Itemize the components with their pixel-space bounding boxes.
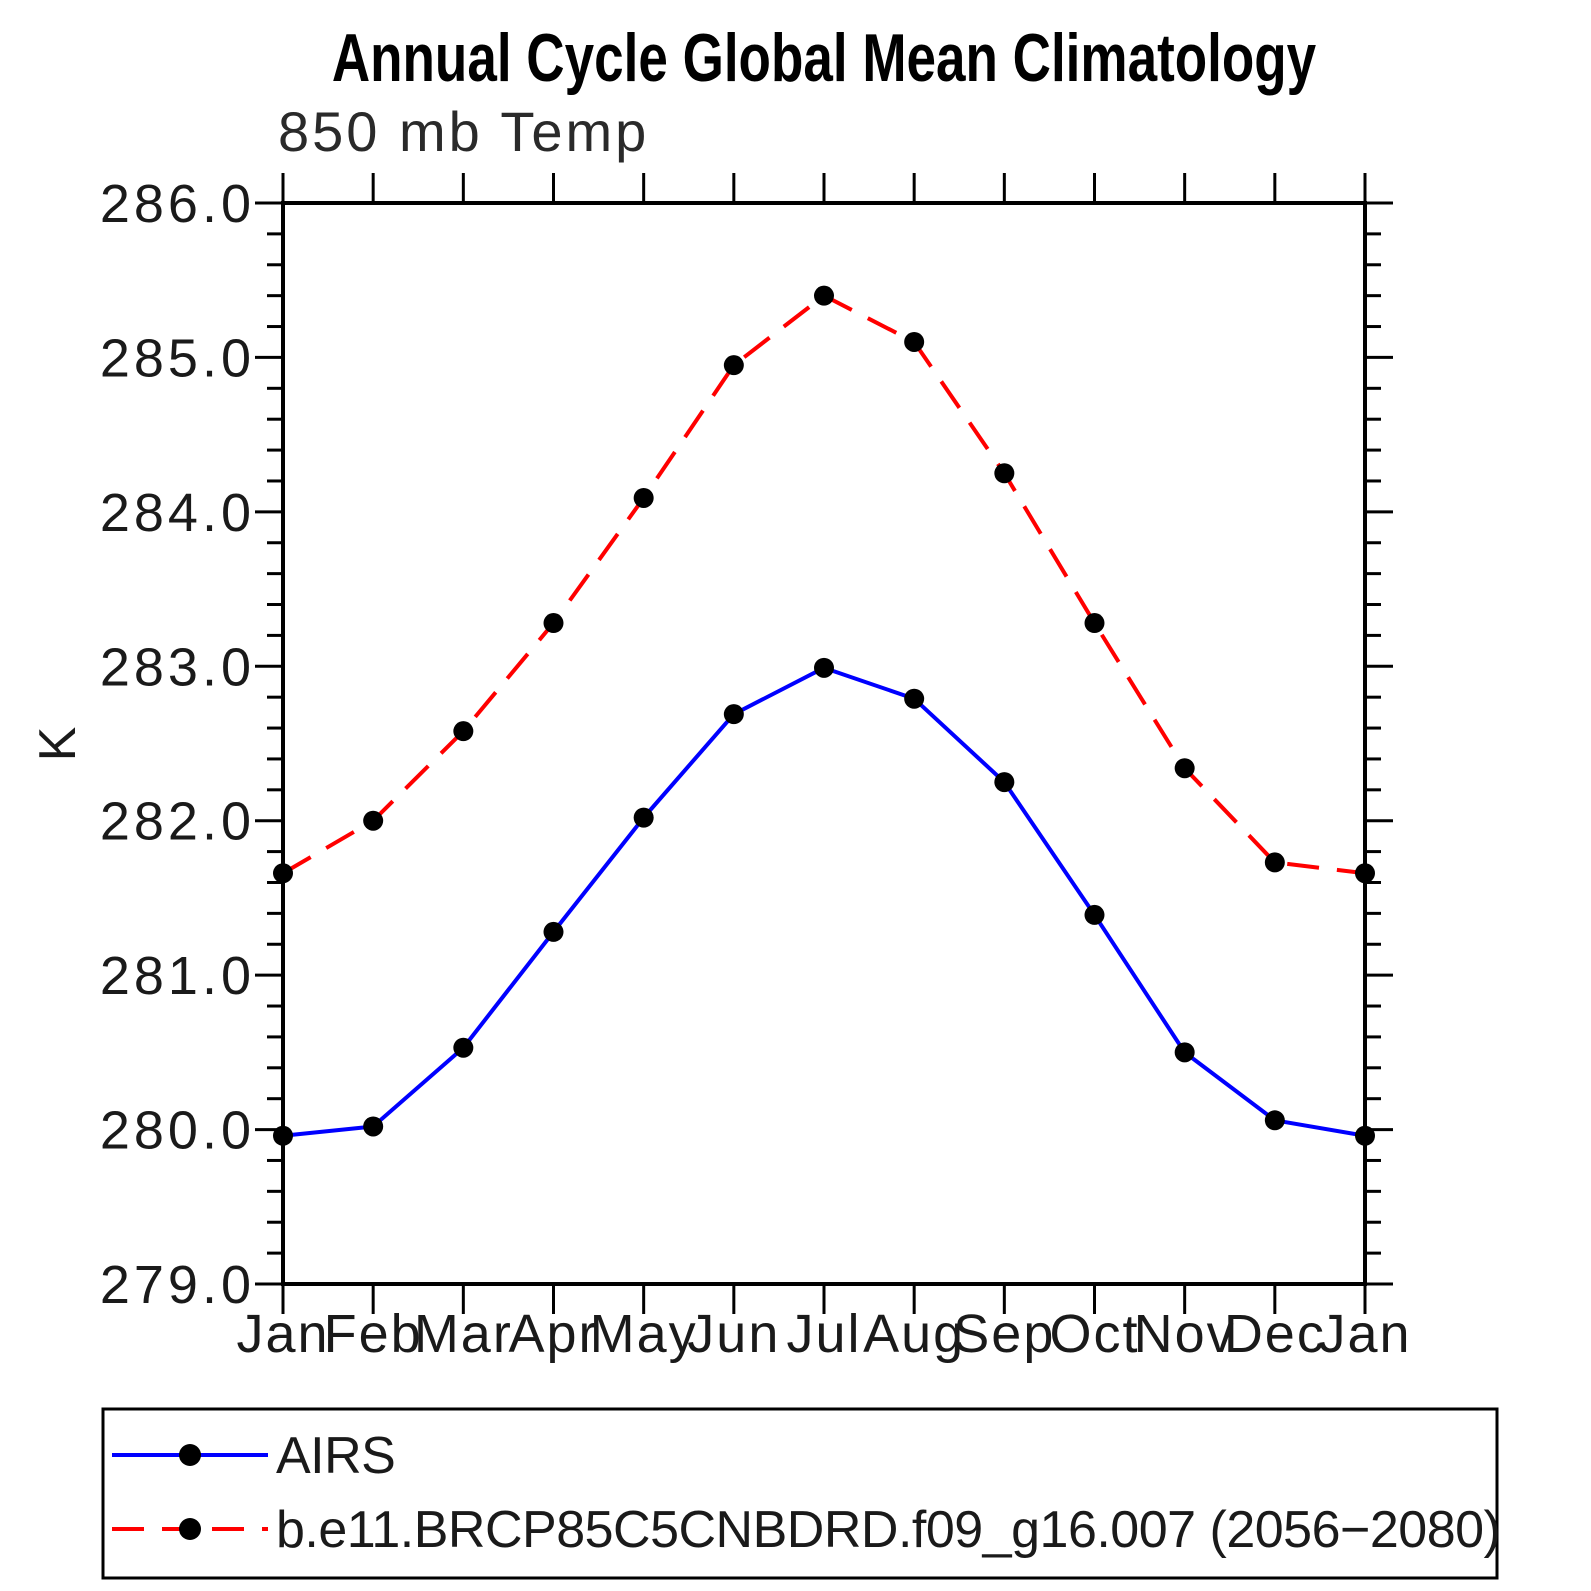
x-tick-label: Jan — [1318, 1304, 1411, 1364]
y-tick-label: 280.0 — [100, 1101, 255, 1161]
data-point — [363, 810, 384, 831]
data-point — [1174, 1042, 1195, 1063]
legend-box — [101, 1407, 1499, 1580]
data-point — [453, 1037, 474, 1058]
x-axis-ticks — [281, 173, 1367, 1314]
x-tick-label: Apr — [508, 1304, 598, 1364]
data-point — [723, 355, 744, 376]
data-point — [994, 772, 1015, 793]
y-tick-label: 281.0 — [100, 946, 255, 1006]
data-point — [453, 721, 474, 742]
series-markers-0 — [273, 657, 1375, 1146]
legend-entry: AIRS — [112, 1427, 396, 1485]
chart-subtitle: 850 mb Temp — [278, 100, 650, 163]
x-tick-label: Jul — [786, 1304, 861, 1364]
data-point — [633, 487, 654, 508]
y-tick-label: 283.0 — [100, 637, 255, 697]
data-point — [273, 1125, 293, 1146]
x-tick-label: Jun — [687, 1304, 780, 1364]
data-point — [814, 657, 834, 678]
x-tick-label: Sep — [953, 1304, 1055, 1364]
x-tick-label: May — [590, 1304, 698, 1364]
legend: AIRS b.e11.BRCP85C5CNBDRD.f09_g16.007 (20… — [101, 1407, 1501, 1580]
data-point — [814, 285, 834, 306]
legend-label: b.e11.BRCP85C5CNBDRD.f09_g16.007 (2056−2… — [276, 1501, 1500, 1559]
x-tick-label: Oct — [1049, 1304, 1139, 1364]
data-point — [543, 921, 564, 942]
y-tick-label: 282.0 — [100, 792, 255, 852]
legend-label: AIRS — [276, 1427, 395, 1485]
data-point — [1355, 1125, 1375, 1146]
series-line-0 — [282, 665, 1366, 1138]
data-point — [904, 331, 925, 352]
data-point — [1084, 904, 1105, 925]
legend-marker — [179, 1518, 201, 1540]
x-tick-label: Feb — [324, 1304, 423, 1364]
data-point — [1264, 852, 1285, 873]
series-line-1 — [281, 293, 1366, 876]
chart-title: Annual Cycle Global Mean Climatology — [331, 20, 1317, 96]
series-markers-1 — [273, 285, 1375, 884]
y-tick-labels: 279.0 280.0 281.0 282.0 283.0 284.0 285.0 286.0 — [100, 174, 255, 1315]
data-point — [1084, 613, 1105, 634]
y-tick-label: 286.0 — [100, 174, 255, 234]
x-tick-label: Jan — [236, 1304, 329, 1364]
data-point — [363, 1116, 384, 1137]
data-point — [904, 688, 925, 709]
x-tick-label: Nov — [1134, 1304, 1236, 1364]
data-point — [1174, 758, 1195, 779]
data-point — [994, 463, 1015, 484]
data-point — [543, 613, 564, 634]
x-tick-label: Aug — [863, 1304, 965, 1364]
data-point — [1355, 863, 1375, 884]
data-point — [1264, 1110, 1285, 1131]
data-point — [273, 863, 293, 884]
legend-marker — [179, 1444, 201, 1466]
plot-box — [281, 201, 1367, 1286]
legend-entry: b.e11.BRCP85C5CNBDRD.f09_g16.007 (2056−2… — [112, 1501, 1501, 1559]
y-tick-label: 284.0 — [100, 483, 255, 543]
y-axis-ticks — [255, 201, 1393, 1286]
data-point — [723, 704, 744, 725]
y-tick-label: 285.0 — [100, 328, 255, 388]
y-tick-label: 279.0 — [100, 1255, 255, 1315]
x-tick-label: Dec — [1224, 1304, 1326, 1364]
data-point — [633, 807, 654, 828]
x-tick-label: Mar — [414, 1304, 513, 1364]
